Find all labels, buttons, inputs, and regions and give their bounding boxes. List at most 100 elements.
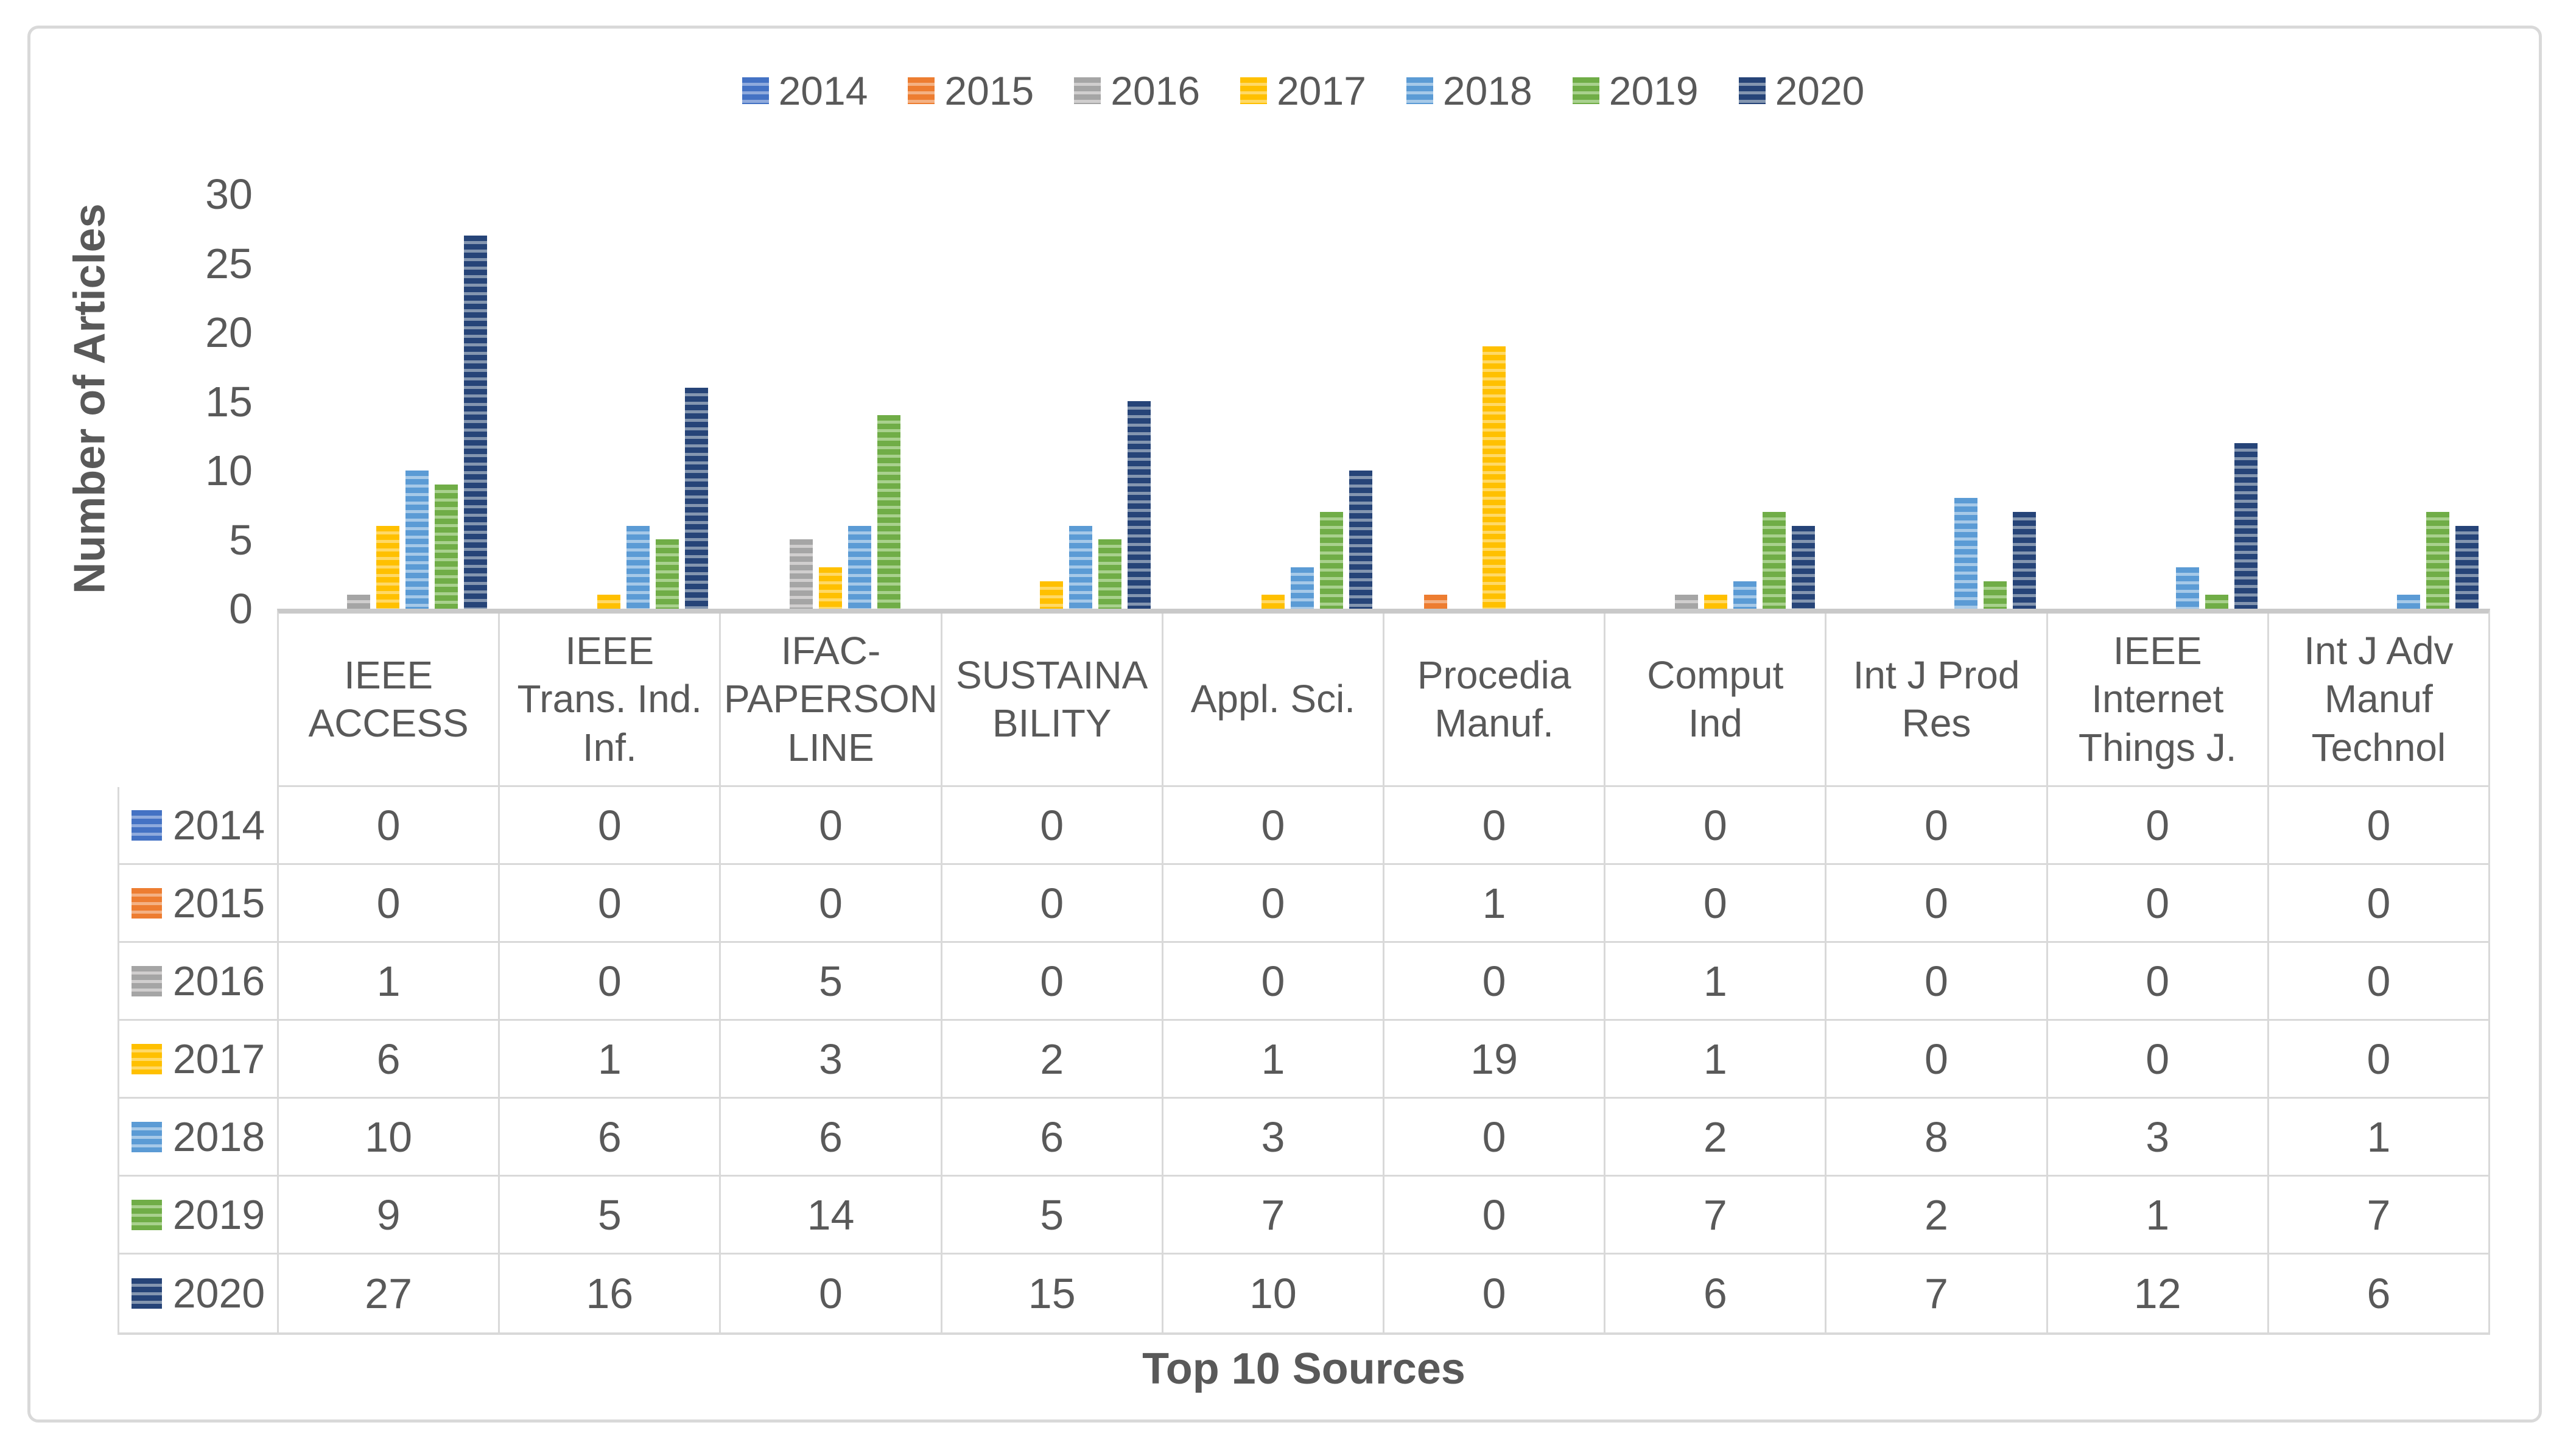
legend-key-icon <box>131 1278 162 1309</box>
bar-2019 <box>2426 512 2450 609</box>
table-value-cell: 0 <box>1826 1021 2048 1099</box>
bar-2019 <box>1319 512 1343 609</box>
legend-key-icon <box>1572 77 1599 104</box>
table-value-cell: 14 <box>721 1177 942 1255</box>
table-value-cell: 3 <box>721 1021 942 1099</box>
table-value-cell: 0 <box>2268 1021 2489 1099</box>
table-value-cell: 6 <box>721 1099 942 1177</box>
legend-item-2019: 2019 <box>1572 71 1699 111</box>
table-value-cell: 6 <box>279 1021 500 1099</box>
legend-label: 2015 <box>944 68 1034 113</box>
table-value-cell: 27 <box>279 1255 500 1332</box>
table-value-cell: 2 <box>942 1021 1163 1099</box>
table-value-cell: 6 <box>1605 1255 1827 1332</box>
table-value-cell: 0 <box>2268 943 2489 1021</box>
table-value-cell: 7 <box>1826 1255 2048 1332</box>
legend-key-icon <box>131 1121 162 1152</box>
legend-item-2014: 2014 <box>742 71 868 111</box>
table-value-cell: 15 <box>942 1255 1163 1332</box>
category-label: Appl. Sci. <box>1163 614 1385 787</box>
row-year-label: 2018 <box>172 1113 265 1160</box>
table-row: 2018 10 6 6 6 3 0 2 8 3 1 <box>119 1099 2489 1177</box>
bar-2015 <box>1424 595 1448 609</box>
category-label: IEEE Trans. Ind. Inf. <box>500 614 721 787</box>
bar-2018 <box>1733 581 1756 609</box>
row-header-2018: 2018 <box>119 1099 279 1177</box>
table-value-cell: 0 <box>2047 1021 2269 1099</box>
category-label: Int J Prod Res <box>1826 614 2048 787</box>
bar-2016 <box>789 539 813 609</box>
bar-2019 <box>2205 595 2228 609</box>
legend-item-2017: 2017 <box>1240 71 1366 111</box>
row-year-label: 2016 <box>172 957 265 1004</box>
table-value-cell: 1 <box>1384 865 1606 943</box>
table-row: 2016 1 0 5 0 0 0 1 0 0 0 <box>119 943 2489 1021</box>
table-value-cell: 0 <box>1163 787 1385 865</box>
category-label: Procedia Manuf. <box>1384 614 1606 787</box>
bar-2019 <box>656 539 679 609</box>
table-value-cell: 1 <box>1163 1021 1385 1099</box>
table-value-cell: 0 <box>1384 943 1606 1021</box>
table-value-cell: 5 <box>500 1177 721 1255</box>
table-value-cell: 5 <box>942 1177 1163 1255</box>
table-value-cell: 0 <box>942 787 1163 865</box>
table-row: 2014 0 0 0 0 0 0 0 0 0 0 <box>119 787 2489 865</box>
table-value-cell: 0 <box>1384 1255 1606 1332</box>
bar-group <box>941 194 1163 609</box>
row-year-label: 2014 <box>172 802 265 849</box>
legend-label: 2018 <box>1442 68 1532 113</box>
plot-area <box>277 194 2490 609</box>
category-label: SUSTAINA BILITY <box>942 614 1163 787</box>
table-value-cell: 0 <box>1163 943 1385 1021</box>
row-year-label: 2017 <box>172 1035 265 1082</box>
bar-2018 <box>2397 595 2421 609</box>
legend-key-icon <box>131 887 162 919</box>
bar-2017 <box>376 526 399 609</box>
bar-2017 <box>1040 581 1064 609</box>
table-value-cell: 1 <box>279 943 500 1021</box>
table-value-cell: 0 <box>1384 1099 1606 1177</box>
bar-2019 <box>1984 581 2007 609</box>
legend: 2014 2015 2016 2017 2018 2019 2020 <box>21 71 2565 111</box>
bar-group <box>1605 194 1826 609</box>
row-year-label: 2020 <box>172 1270 265 1317</box>
y-axis-title-box: Number of Articles <box>54 152 127 645</box>
table-row: 2020 27 16 0 15 10 0 6 7 12 6 <box>119 1255 2488 1332</box>
bar-2018 <box>1954 498 1978 609</box>
table-value-cell: 8 <box>1826 1099 2048 1177</box>
legend-item-2016: 2016 <box>1074 71 1200 111</box>
table-value-cell: 0 <box>279 787 500 865</box>
bar-2018 <box>626 526 650 609</box>
table-value-cell: 7 <box>1163 1177 1385 1255</box>
bar-2020 <box>2455 526 2479 609</box>
table-value-cell: 3 <box>2047 1099 2269 1177</box>
table-value-cell: 3 <box>1163 1099 1385 1177</box>
bar-2017 <box>1483 346 1506 609</box>
table-value-cell: 10 <box>279 1099 500 1177</box>
bar-2019 <box>877 415 900 609</box>
table-value-cell: 16 <box>500 1255 721 1332</box>
table-value-cell: 0 <box>1605 865 1827 943</box>
bar-2020 <box>2013 512 2037 609</box>
bar-2018 <box>1290 567 1314 609</box>
y-axis-tick-label: 5 <box>229 516 253 564</box>
table-value-cell: 0 <box>1826 787 2048 865</box>
table-value-cell: 7 <box>2268 1177 2489 1255</box>
bar-group <box>720 194 941 609</box>
category-label: IEEE ACCESS <box>279 614 500 787</box>
bar-group <box>1162 194 1384 609</box>
legend-key-icon <box>1738 77 1766 104</box>
category-header-row: IEEE ACCESS IEEE Trans. Ind. Inf. IFAC- PA… <box>277 609 2490 787</box>
table-value-cell: 12 <box>2048 1255 2269 1332</box>
bar-2018 <box>405 471 429 609</box>
data-table: 2014 0 0 0 0 0 0 0 0 0 0 2015 0 0 0 0 0 1 0 0 0 0 2016 1 0 5 0 0 0 1 0… <box>118 787 2490 1335</box>
table-value-cell: 0 <box>721 787 942 865</box>
bar-2018 <box>1069 526 1093 609</box>
table-value-cell: 0 <box>279 865 500 943</box>
bar-group <box>277 194 499 609</box>
table-value-cell: 0 <box>1826 865 2048 943</box>
legend-label: 2017 <box>1277 68 1366 113</box>
row-header-2015: 2015 <box>119 865 279 943</box>
table-value-cell: 0 <box>2047 943 2269 1021</box>
